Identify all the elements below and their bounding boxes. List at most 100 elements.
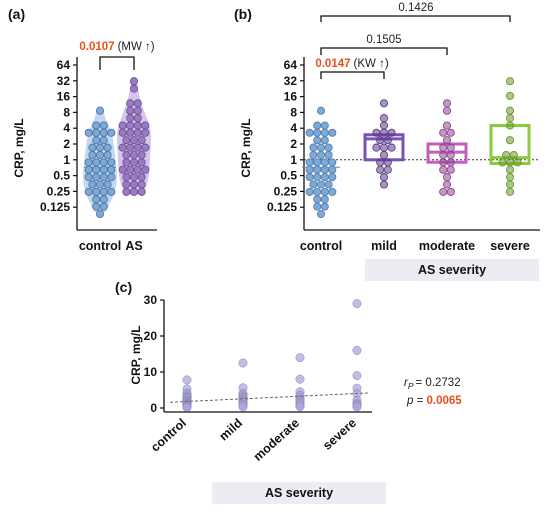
severity-group-label: AS severity [265, 486, 333, 500]
data-point-as [141, 121, 150, 130]
data-point-control [313, 195, 322, 204]
data-point-control [313, 136, 322, 145]
p-control-mild: 0.0147 [315, 58, 350, 70]
data-point-control [103, 143, 112, 152]
data-point-control [88, 180, 97, 189]
data-point-mild [379, 121, 389, 130]
data-point-control [305, 158, 314, 167]
data-point-control [92, 158, 101, 167]
data-point-moderate [442, 173, 452, 182]
data-point-moderate [439, 187, 448, 196]
panel-c-y-axis-title: CRP, mg/L [129, 325, 143, 384]
data-point-control [313, 165, 322, 174]
data-point-control [92, 202, 101, 211]
data-point-severe [509, 150, 518, 160]
data-point-control [84, 158, 93, 167]
x-tick-mild: mild [371, 239, 397, 253]
data-point-mild [376, 136, 385, 145]
panel-b-points [305, 77, 522, 219]
panel-c-y-ticks: 0 10 20 30 [144, 293, 164, 415]
data-point-as [126, 143, 135, 152]
data-point-as [126, 121, 135, 130]
data-point-severe [352, 402, 362, 412]
data-point-mild [379, 173, 389, 182]
y-tick-label: 1 [63, 153, 70, 167]
data-point-severe [505, 136, 515, 145]
data-point-control [92, 195, 101, 204]
data-point-control [328, 128, 337, 137]
data-point-control [313, 202, 322, 211]
data-point-moderate [442, 106, 452, 115]
data-point-control [320, 195, 329, 204]
data-point-control [84, 173, 93, 182]
data-point-mild [376, 158, 385, 167]
severity-group-box [212, 482, 386, 504]
data-point-as [122, 187, 131, 196]
panel-a-y-ticks: 64 32 168 4 2 1 0.50.25 0.125 [40, 58, 77, 214]
data-point-control [320, 121, 329, 130]
data-point-control [103, 150, 112, 160]
data-point-as [141, 165, 150, 174]
data-point-control [316, 150, 326, 160]
data-point-severe [352, 345, 362, 355]
data-point-mild [383, 165, 392, 174]
data-point-control [313, 128, 322, 137]
p-value: 0.0107 [79, 41, 114, 53]
panel-b-y-axis-title: CRP, mg/L [239, 118, 253, 177]
panel-b-y-ticks: 64 32 168 4 2 1 0.50.25 0.125 [267, 58, 304, 214]
data-point-severe [505, 91, 515, 100]
bracket-control-mild [320, 71, 385, 79]
trend-line [169, 392, 371, 403]
y-tick-label: 0.25 [47, 184, 71, 198]
data-point-control [305, 187, 314, 196]
data-point-as [129, 84, 139, 93]
data-point-as [129, 173, 139, 182]
data-point-as [133, 121, 142, 130]
y-tick-label: 32 [57, 74, 71, 88]
data-point-control [313, 121, 322, 130]
data-point-control [320, 136, 329, 145]
data-point-severe [505, 165, 515, 174]
data-point-moderate [442, 121, 452, 130]
data-point-as [126, 106, 135, 115]
p-control-severe: 0.1426 [398, 2, 433, 14]
x-tick-as: AS [125, 239, 142, 253]
data-point-as [122, 180, 131, 189]
data-point-as [129, 180, 139, 189]
data-point-control [107, 128, 116, 137]
data-point-moderate [295, 374, 305, 384]
data-point-control [92, 136, 101, 145]
data-point-control [182, 402, 192, 412]
data-point-moderate [446, 128, 455, 137]
data-point-control [92, 121, 101, 130]
panel-c-label: (c) [115, 279, 132, 295]
data-point-control [320, 158, 329, 167]
data-point-as [126, 128, 135, 137]
data-point-moderate [446, 165, 455, 174]
data-point-control [84, 187, 93, 196]
data-point-control [95, 106, 105, 115]
data-point-as [126, 114, 135, 123]
data-point-severe [505, 173, 515, 182]
data-point-as [118, 121, 127, 130]
x-tick-severe: severe [320, 416, 359, 453]
data-point-control [328, 165, 337, 174]
x-tick-severe: severe [490, 239, 530, 253]
data-point-control [92, 128, 101, 137]
data-point-control [324, 143, 333, 152]
y-tick-label: 0.125 [267, 200, 297, 214]
data-point-mild [379, 99, 389, 108]
data-point-mild [383, 158, 392, 167]
data-point-control [305, 165, 314, 174]
data-point-control [309, 180, 318, 189]
data-point-control [95, 180, 105, 189]
y-tick-label: 0.125 [40, 200, 70, 214]
panel-b-label: (b) [234, 6, 252, 22]
data-point-mild [379, 128, 389, 137]
data-point-mild [379, 150, 389, 160]
data-point-control [99, 136, 108, 145]
r-label: r [404, 377, 409, 389]
panel-c: (c) CRP, mg/L 0 10 20 30 control mild moder… [115, 279, 462, 504]
panel-b: (b) CRP, mg/L 64 32 168 4 2 1 0.50.25 0.125 0.1… [234, 2, 540, 281]
p-control-moderate: 0.1505 [366, 34, 401, 46]
